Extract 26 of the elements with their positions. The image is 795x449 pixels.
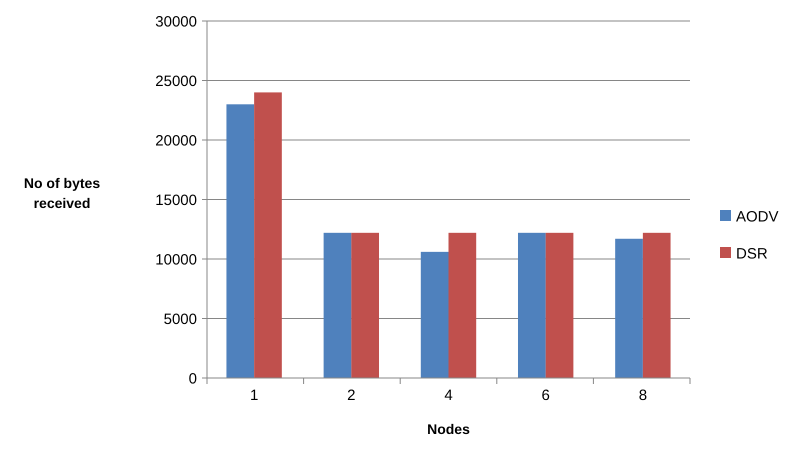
bar <box>254 92 282 378</box>
y-tick-label: 0 <box>188 370 197 388</box>
y-tick-label: 10000 <box>155 251 197 268</box>
bar <box>420 252 448 378</box>
y-tick-label: 5000 <box>164 310 197 328</box>
bar <box>351 232 380 378</box>
x-axis-title: Nodes <box>427 421 470 437</box>
bar <box>615 238 643 378</box>
legend-label: DSR <box>736 245 768 262</box>
y-axis-title: No of bytes received <box>24 175 100 211</box>
bar <box>546 232 574 378</box>
bar <box>448 232 476 378</box>
bar <box>518 232 546 378</box>
x-tick-label: 6 <box>542 387 550 404</box>
x-tick-label: 1 <box>250 387 258 404</box>
y-tick-label: 15000 <box>155 192 197 209</box>
y-tick-label: 20000 <box>155 132 197 150</box>
x-tick-label: 2 <box>347 387 356 404</box>
x-tick-label: 8 <box>638 387 648 404</box>
bar <box>226 104 254 378</box>
bar <box>324 232 352 378</box>
legend-label: AODV <box>736 208 779 226</box>
y-tick-label: 25000 <box>155 72 197 90</box>
bar <box>642 232 671 378</box>
y-tick-label: 30000 <box>155 13 197 30</box>
x-tick-label: 4 <box>444 387 453 404</box>
